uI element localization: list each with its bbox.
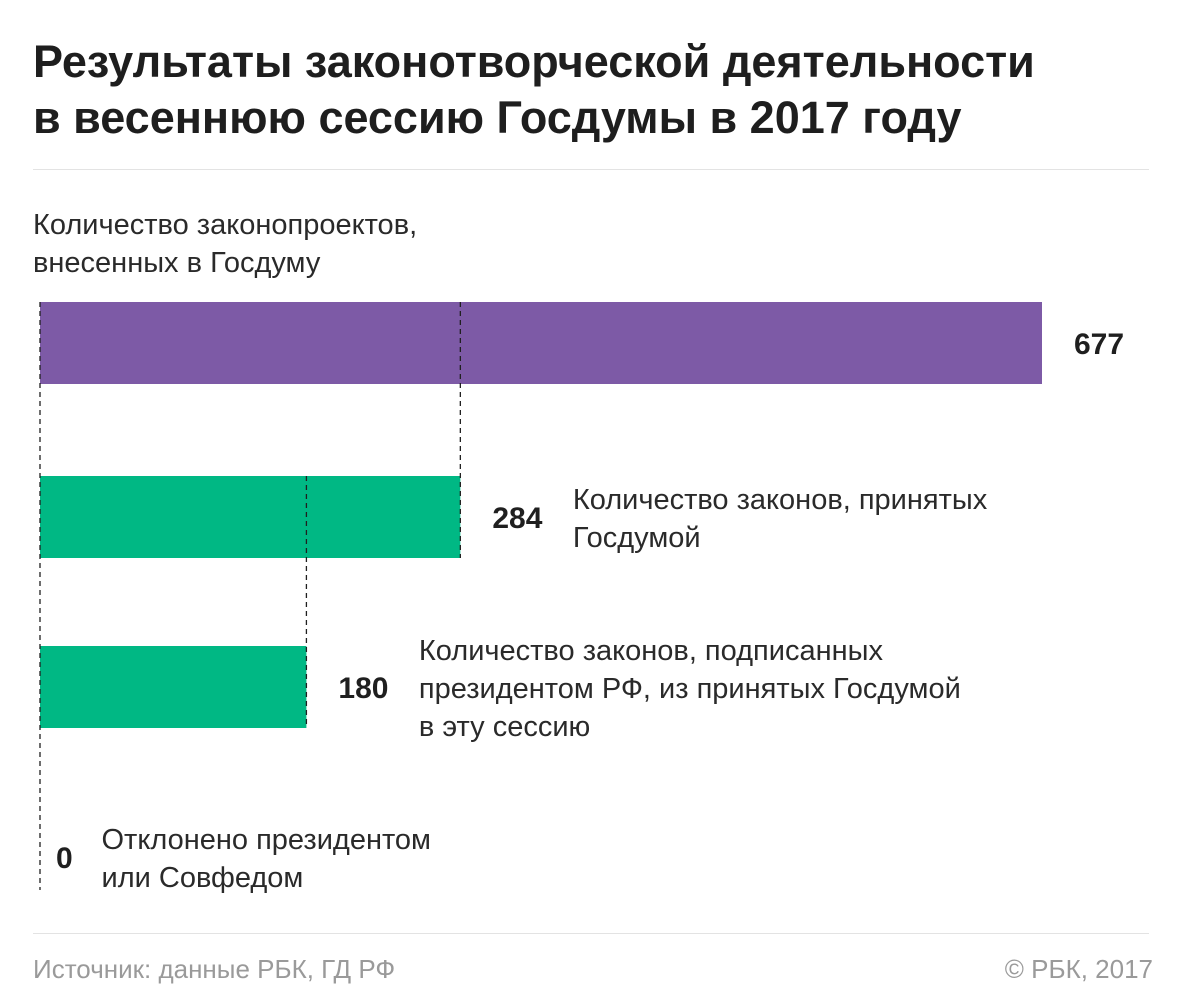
- value-label-rejected: 0: [56, 842, 73, 875]
- footer-divider: [33, 933, 1149, 934]
- category-label-signed-line-1: Количество законов, подписанных: [419, 635, 884, 667]
- header-divider: [33, 169, 1149, 170]
- bar-introduced: [40, 302, 1042, 384]
- bills-introduced-label-line-1: Количество законопроектов,: [33, 209, 418, 241]
- value-label-passed: 284: [492, 502, 542, 535]
- category-label-rejected: Отклонено президентом или Совфедом: [102, 824, 431, 894]
- category-label-signed: Количество законов, подписанных президент…: [419, 635, 961, 743]
- value-label-signed: 180: [338, 672, 388, 705]
- category-label-passed-line-1: Количество законов, принятых: [573, 484, 988, 516]
- value-label-introduced: 677: [1074, 328, 1124, 361]
- copyright-note: © РБК, 2017: [1004, 954, 1153, 984]
- bills-introduced-label-line-2: внесенных в Госдуму: [33, 247, 321, 279]
- category-label-passed: Количество законов, принятых Госдумой: [573, 484, 988, 554]
- category-label-signed-line-3: в эту сессию: [419, 711, 590, 743]
- chart-title: Результаты законотворческой деятельности…: [33, 34, 1153, 146]
- bar-passed: [40, 476, 461, 558]
- source-note: Источник: данные РБК, ГД РФ: [33, 954, 396, 984]
- category-label-rejected-line-1: Отклонено президентом: [102, 824, 431, 856]
- category-label-passed-line-2: Госдумой: [573, 522, 701, 554]
- bar-signed: [40, 646, 307, 728]
- category-label-signed-line-2: президентом РФ, из принятых Госдумой: [419, 673, 961, 705]
- bills-introduced-label: Количество законопроектов, внесенных в Г…: [33, 206, 417, 282]
- chart-title-line-1: Результаты законотворческой деятельности: [33, 36, 1035, 87]
- category-label-rejected-line-2: или Совфедом: [102, 862, 304, 894]
- chart-title-line-2: в весеннюю сессию Госдумы в 2017 году: [33, 92, 962, 143]
